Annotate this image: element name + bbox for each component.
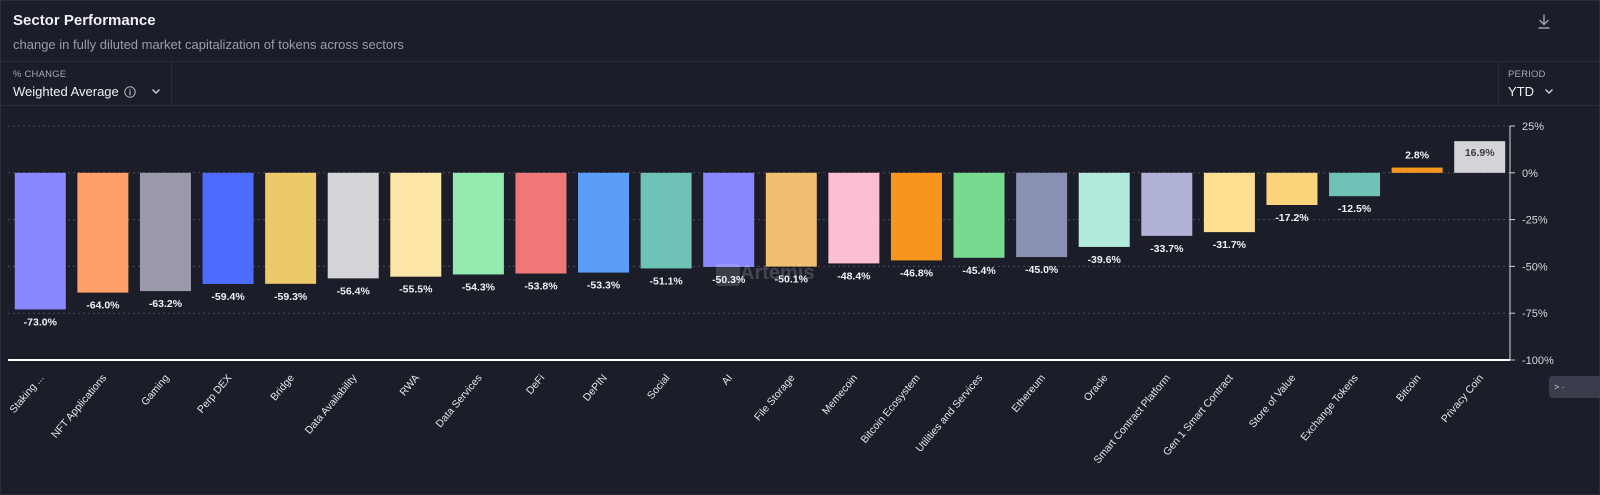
period-value: YTD [1508, 84, 1534, 99]
bar [578, 172, 630, 273]
x-tick-label: NFT Applications [49, 372, 109, 440]
bar [765, 172, 817, 267]
y-tick-label: 0% [1522, 168, 1538, 180]
y-tick-label: -75% [1522, 308, 1548, 320]
bar [265, 172, 317, 284]
data-label: -31.7% [1213, 239, 1247, 251]
chevron-down-icon[interactable] [1544, 88, 1554, 95]
data-label: -54.3% [462, 281, 496, 293]
bar [1141, 172, 1193, 236]
bar [953, 172, 1005, 258]
x-tick-label: Gen 1 Smart Contract [1161, 372, 1236, 458]
x-tick-label: Ethereum [1009, 372, 1048, 415]
bar [1203, 172, 1255, 233]
x-tick-label: Data Services [433, 372, 484, 430]
x-tick-label: Staking ... [7, 372, 46, 415]
x-tick-label: File Storage [752, 372, 798, 423]
x-tick-label: Bitcoin [1394, 372, 1424, 404]
data-label: -46.8% [900, 267, 934, 279]
data-label: 16.9% [1465, 147, 1495, 159]
data-label: -39.6% [1088, 254, 1122, 266]
data-label: -33.7% [1150, 243, 1184, 255]
bar [1078, 172, 1130, 247]
y-tick-label: -100% [1522, 355, 1554, 367]
x-tick-label: Bitcoin Ecosystem [858, 372, 922, 446]
change-type-select[interactable]: % CHANGE Weighted Average [0, 62, 172, 106]
data-label: -48.4% [837, 270, 871, 282]
bar [890, 172, 942, 261]
download-icon[interactable] [1536, 13, 1552, 31]
chart-subtitle: change in fully diluted market capitaliz… [13, 37, 404, 52]
side-panel-tab[interactable]: > · [1549, 376, 1600, 398]
chevron-down-icon[interactable] [151, 88, 161, 95]
bar [515, 172, 567, 274]
bar [202, 172, 254, 284]
x-tick-label: Gaming [139, 372, 172, 408]
data-label: -64.0% [86, 300, 120, 312]
bar-chart: 25% 0% -25% -50% -75% -100% -73.0% Staking ... -… [7, 121, 1554, 466]
x-tick-label: Data Availability [303, 372, 360, 437]
chart-title: Sector Performance [13, 12, 156, 29]
data-label: -12.5% [1338, 203, 1372, 215]
bar [14, 172, 66, 310]
y-tick-label: -50% [1522, 261, 1548, 273]
data-label: -45.4% [962, 265, 996, 277]
data-label: -55.5% [399, 284, 433, 296]
bar [640, 172, 692, 269]
bar [1454, 141, 1506, 173]
period-select[interactable]: PERIOD YTD [1498, 62, 1600, 106]
bar [452, 172, 504, 275]
x-tick-label: Bridge [268, 372, 297, 403]
bar [828, 172, 880, 264]
bar [1016, 172, 1068, 258]
change-type-label: % CHANGE [13, 69, 67, 80]
watermark: Artemis [740, 262, 815, 284]
change-type-value: Weighted Average [13, 84, 119, 99]
data-label: -53.3% [587, 280, 621, 292]
bar [1266, 172, 1318, 205]
x-tick-label: DePIN [581, 372, 610, 403]
x-tick-label: AI [719, 372, 735, 387]
info-icon[interactable] [124, 86, 136, 98]
bar [390, 172, 442, 277]
data-label: -63.2% [149, 298, 183, 310]
chart-controls: % CHANGE Weighted Average PERIOD YTD [0, 61, 1600, 106]
bar [139, 172, 191, 292]
y-tick-label: 25% [1522, 121, 1544, 133]
x-tick-label: Social [645, 372, 673, 402]
x-tick-label: Memecoin [820, 372, 860, 417]
x-tick-label: Privacy Coin [1439, 372, 1486, 425]
period-label: PERIOD [1508, 69, 1546, 80]
x-tick-label: RWA [398, 372, 423, 398]
data-label: 2.8% [1405, 150, 1430, 162]
bar [1329, 172, 1381, 197]
data-label: -53.8% [524, 281, 558, 293]
bar [77, 172, 129, 293]
data-label: -50.3% [712, 274, 746, 286]
x-tick-label: Oracle [1081, 372, 1110, 404]
x-tick-label: DeFi [524, 372, 547, 397]
data-label: -56.4% [337, 285, 371, 297]
x-tick-label: Utilities and Services [914, 372, 986, 454]
bar [1391, 167, 1443, 173]
data-label: -73.0% [24, 316, 58, 328]
data-label: -51.1% [649, 275, 683, 287]
data-label: -59.3% [274, 291, 308, 303]
x-tick-label: Store of Value [1247, 372, 1299, 430]
bar [327, 172, 379, 279]
data-label: -50.1% [775, 274, 809, 286]
y-tick-label: -25% [1522, 215, 1548, 227]
data-label: -59.4% [211, 291, 245, 303]
x-tick-label: Perp DEX [195, 372, 234, 415]
x-tick-label: Exchange Tokens [1298, 372, 1360, 443]
watermark-logo [716, 264, 740, 286]
data-label: -17.2% [1275, 212, 1309, 224]
data-label: -45.0% [1025, 264, 1059, 276]
bar [703, 172, 755, 267]
